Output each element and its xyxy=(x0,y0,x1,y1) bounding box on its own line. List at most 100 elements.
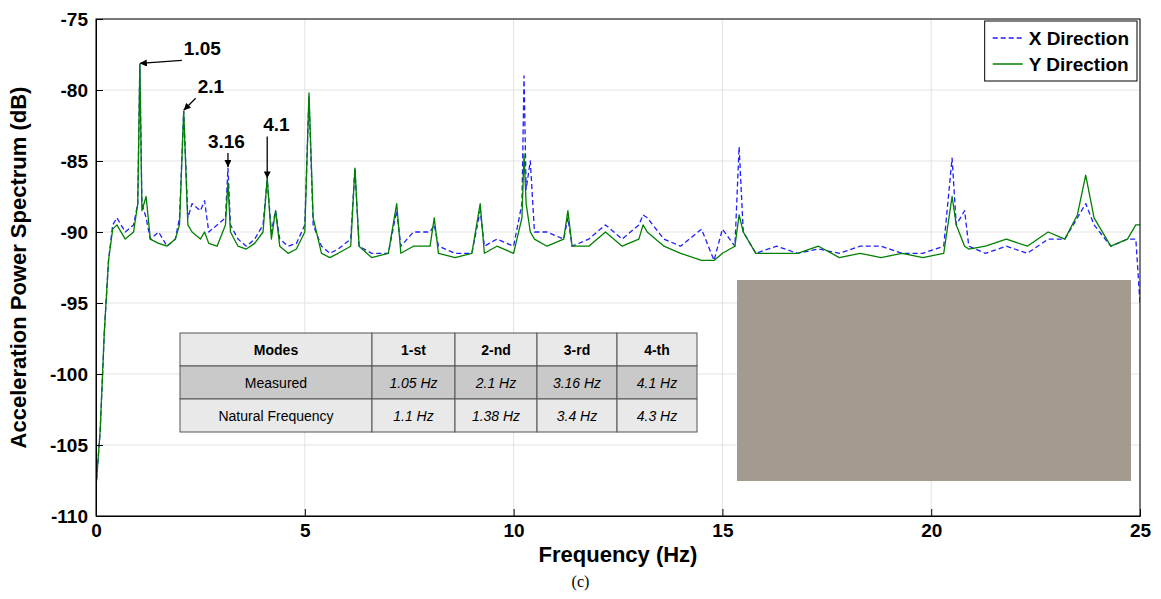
legend: X Direction Y Direction xyxy=(985,21,1137,81)
table-header: 1-st xyxy=(401,342,426,358)
tick-mark xyxy=(514,509,515,516)
grid-line-x xyxy=(722,19,723,516)
table-cell xyxy=(372,333,455,366)
tick: 25 xyxy=(1130,509,1152,541)
grid-line-x xyxy=(513,19,514,516)
mode-table: Modes 1-st 2-nd 3-rd 4-th Measured 1.05 Hz 2.1 … xyxy=(180,333,697,432)
annotation-arrow xyxy=(184,98,196,110)
tick-label: -90 xyxy=(61,222,88,243)
tick: 15 xyxy=(712,509,734,541)
table-text: 1.1 Hz xyxy=(393,408,433,424)
tick: -80 xyxy=(61,80,103,101)
tick-label: 15 xyxy=(712,520,734,541)
annotation-arrow xyxy=(227,153,228,167)
axis-line xyxy=(96,20,97,517)
background xyxy=(0,0,1161,599)
table-text: 1.05 Hz xyxy=(389,375,437,391)
tick-mark xyxy=(931,509,932,516)
grid-line-x xyxy=(304,19,305,516)
grid-line-y xyxy=(96,90,1140,91)
annotation-arrow xyxy=(267,136,268,178)
tick-mark xyxy=(96,516,103,517)
table-cell xyxy=(180,333,372,366)
table-text: 3.4 Hz xyxy=(557,408,597,424)
tick: 10 xyxy=(504,509,525,541)
tick: 5 xyxy=(300,509,311,541)
tick-label: -95 xyxy=(61,293,89,314)
tick: -95 xyxy=(61,293,103,314)
table-header: 4-th xyxy=(644,342,670,358)
annotation-label: 2.1 xyxy=(198,76,225,97)
table-text: 2.1 Hz xyxy=(475,375,516,391)
series-line xyxy=(96,64,1140,487)
tick-label: 20 xyxy=(921,520,942,541)
table-header: Modes xyxy=(254,342,299,358)
x-axis-title: Frequency (Hz) xyxy=(539,542,698,567)
tick-label: -105 xyxy=(50,435,88,456)
tick-label: -85 xyxy=(61,151,89,172)
legend-box xyxy=(985,21,1137,81)
table-header: 2-nd xyxy=(481,342,511,358)
plot-lines xyxy=(96,64,1140,487)
tick-label: -80 xyxy=(61,80,88,101)
tick: -100 xyxy=(50,364,103,385)
axis-line xyxy=(97,516,1141,517)
table-text: 3.16 Hz xyxy=(553,375,601,391)
tick-label: 0 xyxy=(91,520,102,541)
table-cell xyxy=(537,366,617,399)
tick-mark xyxy=(96,445,103,446)
tick: -110 xyxy=(51,506,103,527)
table-cell xyxy=(180,399,372,432)
tick-mark xyxy=(96,374,103,375)
table-header: 3-rd xyxy=(564,342,590,358)
tick-mark xyxy=(96,232,103,233)
table-cell xyxy=(617,366,697,399)
legend-label: Y Direction xyxy=(1029,54,1129,75)
annotation-label: 1.05 xyxy=(184,38,221,59)
series-line xyxy=(96,64,1140,487)
tick-label: -110 xyxy=(51,506,88,527)
tick-mark xyxy=(305,509,306,516)
grid xyxy=(96,19,1140,516)
table-cell xyxy=(372,399,455,432)
tick-mark xyxy=(96,90,103,91)
tick-mark xyxy=(1140,509,1141,516)
tick-mark xyxy=(96,303,103,304)
table-cell xyxy=(537,399,617,432)
table-text: 1.38 Hz xyxy=(472,408,520,424)
table-cell xyxy=(180,366,372,399)
tick: 20 xyxy=(921,509,942,541)
table-text: Measured xyxy=(245,375,307,391)
photo-inset xyxy=(737,280,1131,481)
tick: -85 xyxy=(61,151,103,172)
plot-frame xyxy=(96,19,1140,516)
tick-mark xyxy=(722,509,723,516)
legend-label: X Direction xyxy=(1029,28,1129,49)
grid-line-y xyxy=(96,161,1140,162)
legend-swatch xyxy=(993,37,1023,39)
tick-mark xyxy=(96,161,103,162)
table-text: Natural Frequency xyxy=(218,408,333,424)
annotation-label: 3.16 xyxy=(208,131,245,152)
table-cell xyxy=(455,366,537,399)
tick-mark xyxy=(96,19,103,20)
annotation-arrow xyxy=(140,60,182,63)
annotations: 1.05 2.1 3.16 4.1 xyxy=(140,38,290,178)
tick-label: 5 xyxy=(300,520,311,541)
table-cell xyxy=(455,333,537,366)
caption: (c) xyxy=(572,573,590,591)
x-axis: 0 5 10 15 20 25 xyxy=(91,509,1151,541)
table-cell xyxy=(617,399,697,432)
table-cell xyxy=(455,399,537,432)
table-text: 4.1 Hz xyxy=(637,375,677,391)
y-axis: -110 -105 -100 -95 -90 -85 -80 -75 xyxy=(50,9,103,527)
y-axis-title: Acceleration Power Spectrum (dB) xyxy=(6,87,31,449)
annotation-label: 4.1 xyxy=(263,114,290,135)
tick-label: -75 xyxy=(61,9,89,30)
tick-label: -100 xyxy=(50,364,88,385)
table-text: 4.3 Hz xyxy=(637,408,677,424)
legend-swatch xyxy=(993,63,1023,65)
tick: -90 xyxy=(61,222,103,243)
table-cell xyxy=(537,333,617,366)
tick-label: 25 xyxy=(1130,520,1152,541)
